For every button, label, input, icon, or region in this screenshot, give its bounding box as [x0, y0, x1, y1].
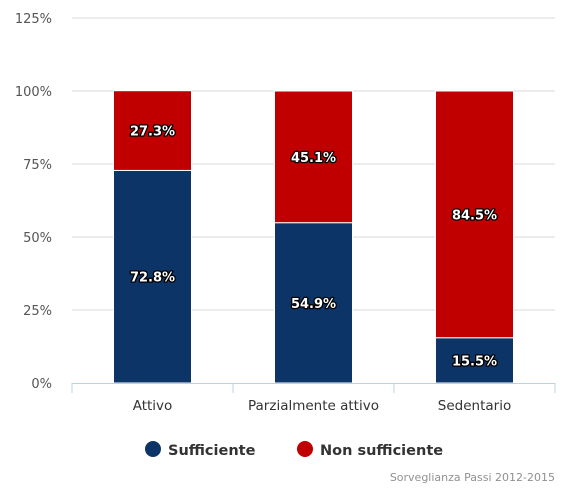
bars — [113, 90, 514, 384]
x-category-label: Sedentario — [438, 398, 511, 414]
bar-segment-non-sufficiente[interactable] — [274, 90, 353, 224]
y-tick-label: 100% — [15, 85, 52, 100]
x-category-label: Parzialmente attivo — [248, 398, 379, 414]
y-tick-label: 0% — [31, 377, 52, 392]
x-axis-category-labels: Attivo Parzialmente attivo Sedentario — [133, 398, 512, 414]
legend-label: Non sufficiente — [320, 443, 443, 459]
data-label: 45.1% — [291, 151, 336, 166]
y-tick-label: 25% — [23, 304, 52, 319]
data-label: 27.3% — [130, 125, 175, 140]
x-axis — [71, 383, 556, 393]
legend-item-non-sufficiente[interactable]: Non sufficiente — [297, 441, 443, 459]
legend-label: Sufficiente — [168, 443, 256, 459]
data-label: 72.8% — [130, 271, 175, 286]
bar-segment-non-sufficiente[interactable] — [435, 90, 514, 339]
legend[interactable]: Sufficiente Non sufficiente — [145, 441, 443, 459]
legend-item-sufficiente[interactable]: Sufficiente — [145, 441, 256, 459]
x-category-label: Attivo — [133, 398, 173, 414]
legend-marker — [297, 441, 313, 457]
y-tick-label: 125% — [15, 12, 52, 27]
bar-segment-sufficiente[interactable] — [113, 169, 192, 384]
data-label: 54.9% — [291, 297, 336, 312]
data-label: 84.5% — [452, 208, 497, 223]
y-tick-label: 50% — [23, 231, 52, 246]
bar-segment-non-sufficiente[interactable] — [113, 90, 192, 171]
credit-text[interactable]: Sorveglianza Passi 2012-2015 — [390, 471, 555, 484]
y-tick-label: 75% — [23, 158, 52, 173]
legend-marker — [145, 441, 161, 457]
data-label: 15.5% — [452, 354, 497, 369]
data-labels: 72.8% 27.3% 54.9% 45.1% 15.5% 84.5% — [129, 123, 499, 370]
y-axis-tick-labels: 0% 25% 50% 75% 100% 125% — [15, 12, 52, 392]
